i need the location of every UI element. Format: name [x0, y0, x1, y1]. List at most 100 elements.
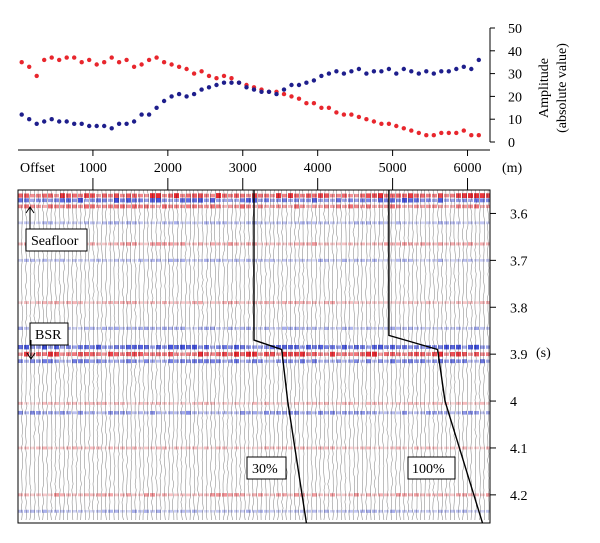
offset-tick-label: 1000 [79, 161, 107, 176]
reflector-segment [84, 198, 89, 202]
reflector-segment [414, 301, 419, 304]
reflector-segment [96, 193, 101, 198]
reflector-segment [444, 493, 449, 497]
reflector-segment [372, 509, 377, 513]
reflector-segment [162, 259, 167, 262]
reflector-segment [372, 351, 377, 357]
blue-point [371, 69, 377, 74]
reflector-segment [414, 198, 419, 203]
reflector-segment [240, 259, 245, 262]
reflector-segment [186, 204, 191, 209]
red-point [229, 76, 234, 81]
reflector-segment [396, 301, 401, 304]
reflector-segment [114, 198, 119, 203]
reflector-segment [354, 198, 359, 202]
reflector-segment [312, 221, 317, 225]
reflector-segment [36, 198, 41, 203]
reflector-segment [216, 198, 221, 203]
reflector-segment [138, 446, 143, 450]
reflector-segment [486, 402, 490, 405]
seismic-trace [222, 190, 225, 521]
reflector-segment [480, 352, 485, 356]
reflector-segment [222, 351, 227, 357]
reflector-segment [468, 344, 473, 350]
reflector-segment [468, 410, 473, 415]
reflector-segment [48, 493, 53, 497]
reflector-segment [378, 401, 383, 405]
reflector-segment [36, 352, 41, 357]
reflector-segment [228, 242, 233, 246]
reflector-segment [72, 352, 77, 356]
seismic-trace [293, 190, 296, 521]
reflector-segment [90, 345, 95, 350]
reflector-segment [96, 344, 101, 350]
blue-point [236, 80, 242, 85]
reflector-segment [336, 193, 341, 198]
reflector-segment [42, 193, 47, 198]
reflector-segment [156, 193, 161, 199]
reflector-segment [30, 402, 35, 405]
reflector-segment [486, 345, 490, 349]
blue-point [139, 112, 144, 117]
reflector-segment [366, 326, 371, 330]
reflector-segment [360, 359, 365, 363]
blue-point [79, 121, 84, 127]
reflector-segment [438, 301, 443, 304]
reflector-segment [384, 204, 389, 209]
reflector-segment [174, 258, 179, 262]
reflector-segment [114, 509, 119, 513]
reflector-segment [462, 509, 467, 513]
reflector-segment [288, 351, 293, 357]
reflector-segment [432, 446, 437, 450]
blue-point [72, 121, 77, 127]
reflector-segment [126, 258, 131, 262]
red-point [469, 133, 474, 138]
reflector-segment [162, 493, 167, 497]
red-point [161, 60, 167, 65]
red-point [446, 130, 451, 136]
reflector-segment [360, 242, 365, 246]
mute-curves [253, 190, 484, 523]
red-point [461, 128, 466, 133]
seismic-trace [466, 190, 469, 521]
reflector-segment [264, 410, 269, 415]
reflector-segment [96, 446, 101, 450]
reflector-segment [156, 326, 161, 330]
reflector-segment [120, 193, 125, 198]
reflector-segment [426, 198, 431, 203]
reflector-segment [114, 301, 119, 304]
reflector-segment [372, 193, 377, 198]
reflector-segment [54, 193, 59, 198]
reflector-segment [84, 301, 89, 304]
reflector-segment [294, 326, 299, 330]
reflector-segment [78, 198, 83, 203]
reflector-segment [354, 402, 359, 405]
reflector-segment [468, 352, 473, 356]
reflector-segment [306, 326, 311, 330]
amplitude-tick-label: 0 [508, 136, 515, 151]
reflector-segment [18, 345, 23, 350]
reflector-segment [432, 221, 437, 225]
reflector-segment [444, 259, 449, 262]
seismic-trace [193, 190, 196, 521]
reflector-segment [270, 258, 275, 262]
blue-point [64, 119, 69, 124]
red-point [206, 73, 212, 79]
mute-30-annotation: 30% [246, 456, 287, 480]
reflector-segment [216, 242, 221, 246]
time-axis-ticks: 3.6 3.7 3.8 3.9 4 4.1 4.2 [490, 207, 528, 504]
reflector-segment [54, 301, 59, 305]
reflector-segment [330, 410, 335, 415]
reflector-segment [156, 221, 161, 225]
seismic-trace [21, 190, 24, 521]
reflector-segment [96, 204, 101, 209]
reflector-segment [42, 493, 47, 497]
reflector-segment [96, 401, 101, 405]
reflector-segment [258, 446, 263, 450]
reflector-segment [432, 493, 437, 497]
reflector-segment [168, 411, 173, 415]
reflector-segment [318, 198, 323, 202]
reflector-segment [366, 198, 371, 203]
reflector-segment [444, 509, 449, 513]
reflector-segment [324, 221, 329, 225]
